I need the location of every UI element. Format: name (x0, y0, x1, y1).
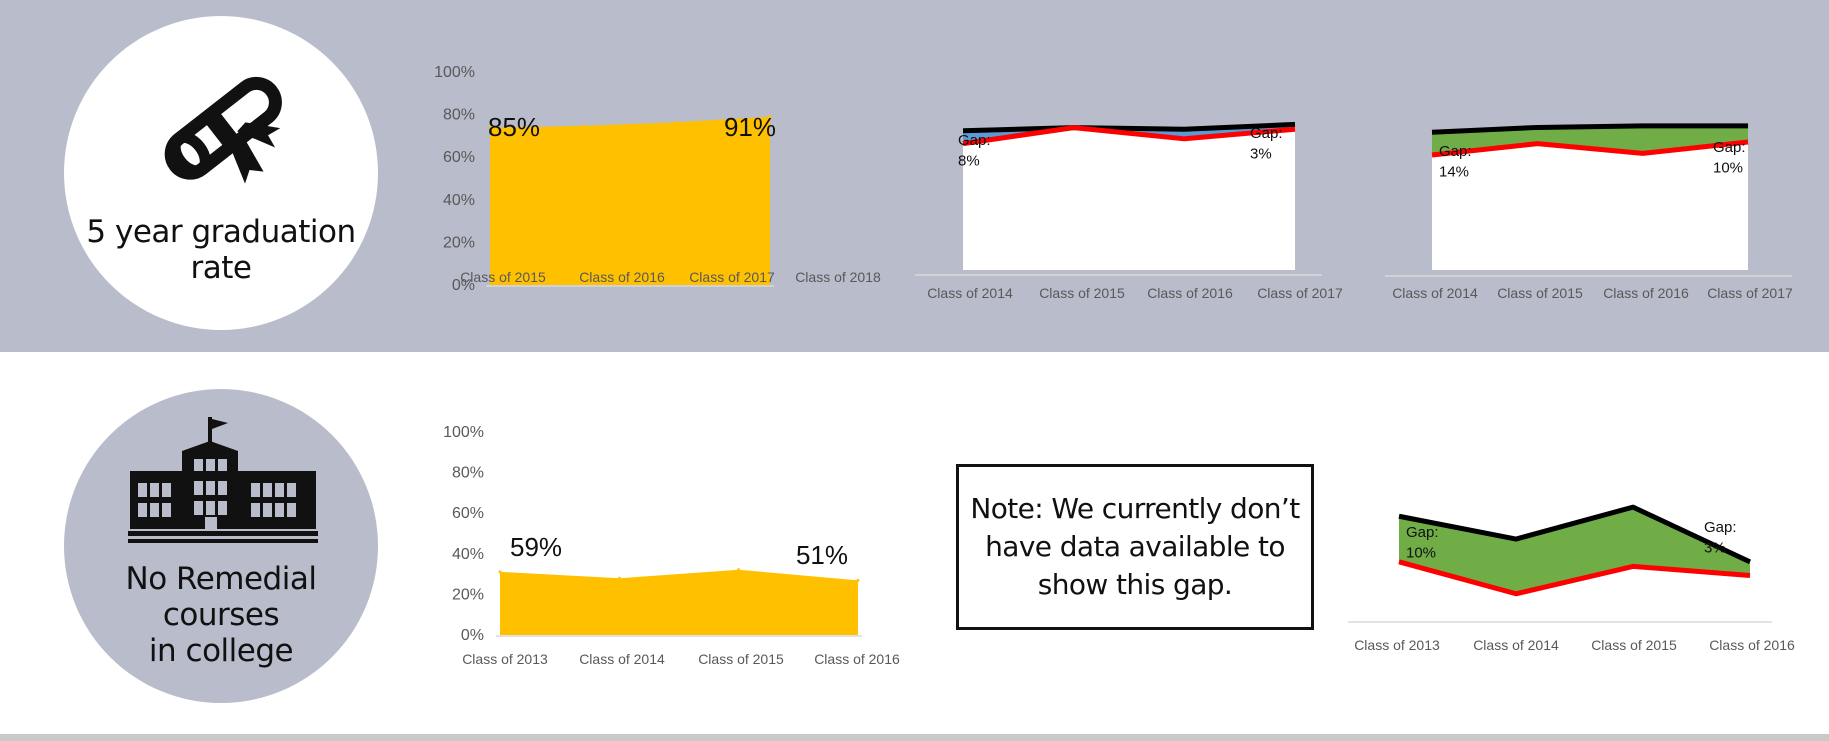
x-tick-label: Class of 2016 (579, 269, 665, 285)
data-point (768, 115, 772, 119)
y-tick-label: 20% (443, 234, 475, 251)
area-series (490, 116, 770, 286)
data-annotation: Gap: 8% (958, 132, 991, 169)
x-tick-label: Class of 2013 (1354, 637, 1440, 653)
area-series (500, 569, 858, 635)
no-remedial-badge: No Remedial courses in college (64, 389, 378, 703)
x-tick-label: Class of 2014 (1473, 637, 1559, 653)
overall-line (1431, 123, 1748, 135)
y-tick-label: 100% (434, 64, 475, 81)
overall-line (1398, 504, 1752, 565)
y-tick-label: 0% (452, 277, 475, 294)
data-annotation: 51% (796, 540, 848, 570)
data-annotation: Gap: 3% (1250, 125, 1283, 162)
x-tick-label: Class of 2015 (1497, 285, 1583, 301)
y-tick-label: 40% (452, 546, 484, 563)
data-point (737, 568, 741, 572)
no-data-note-box: Note: We currently don’t have data avail… (956, 464, 1314, 630)
school-building-icon (128, 417, 318, 543)
data-point (498, 570, 502, 574)
subgroup-line (1431, 139, 1749, 158)
y-tick-label: 20% (452, 586, 484, 603)
x-tick-label: Class of 2015 (1591, 637, 1677, 653)
subgroup-line (1398, 559, 1751, 597)
bottom-divider (0, 734, 1829, 741)
plot-area-fill (1399, 561, 1750, 622)
data-point (581, 124, 585, 128)
x-tick-label: Class of 2013 (462, 651, 548, 667)
x-tick-label: Class of 2015 (460, 269, 546, 285)
y-tick-label: 40% (443, 192, 475, 209)
no-data-note-text: Note: We currently don’t have data avail… (970, 492, 1300, 601)
x-tick-label: Class of 2016 (1603, 285, 1689, 301)
x-tick-label: Class of 2014 (1392, 285, 1478, 301)
no-remedial-label: No Remedial courses in college (125, 561, 317, 669)
data-annotation: Gap: 10% (1713, 139, 1746, 176)
gap-band (1432, 125, 1748, 155)
y-tick-label: 100% (443, 424, 484, 441)
x-tick-label: Class of 2016 (814, 651, 900, 667)
y-tick-label: 60% (452, 505, 484, 522)
x-tick-label: Class of 2017 (1257, 285, 1343, 301)
overall-line (962, 121, 1296, 134)
graduation-rate-label: 5 year graduation rate (86, 214, 356, 286)
x-tick-label: Class of 2015 (1039, 285, 1125, 301)
subgroup-line (962, 125, 1296, 147)
data-annotation: 85% (488, 112, 540, 142)
y-tick-label: 60% (443, 149, 475, 166)
plot-area-fill (1432, 142, 1748, 270)
data-point (488, 126, 492, 130)
data-point (675, 120, 679, 124)
x-tick-label: Class of 2018 (795, 269, 881, 285)
data-annotation: Gap: 10% (1406, 524, 1439, 561)
x-tick-label: Class of 2014 (579, 651, 665, 667)
data-annotation: Gap: 14% (1439, 143, 1472, 180)
data-point (856, 578, 860, 582)
x-tick-label: Class of 2016 (1147, 285, 1233, 301)
gap-band (1399, 507, 1750, 594)
graduation-rate-area-chart: 0% 20% 40% 60% 80% 100% Class of 2015 Class of … (434, 64, 881, 294)
data-annotation: Gap: 3% (1704, 519, 1737, 556)
y-tick-label: 80% (443, 107, 475, 124)
remedial-rate-area-chart: 0% 20% 40% 60% 80% 100% Class of 2013 Class of … (443, 424, 900, 667)
data-point (617, 576, 621, 580)
x-tick-label: Class of 2014 (927, 285, 1013, 301)
x-tick-label: Class of 2016 (1709, 637, 1795, 653)
data-annotation: 91% (724, 112, 776, 142)
x-tick-label: Class of 2015 (698, 651, 784, 667)
graduation-gap-chart-b: Class of 2014 Class of 2015 Class of 2016 C… (1385, 123, 1793, 301)
graduation-rate-badge: 5 year graduation rate (64, 16, 378, 330)
graduation-gap-chart-a: Class of 2014 Class of 2015 Class of 2016 C… (915, 121, 1343, 301)
diploma-icon (164, 76, 282, 184)
data-annotation: 59% (510, 532, 562, 562)
y-tick-label: 80% (452, 465, 484, 482)
remedial-gap-chart: Class of 2013 Class of 2014 Class of 2015 C… (1348, 504, 1795, 653)
plot-area-fill (963, 127, 1295, 270)
x-tick-label: Class of 2017 (689, 269, 775, 285)
x-tick-label: Class of 2017 (1707, 285, 1793, 301)
y-tick-label: 0% (461, 627, 484, 644)
